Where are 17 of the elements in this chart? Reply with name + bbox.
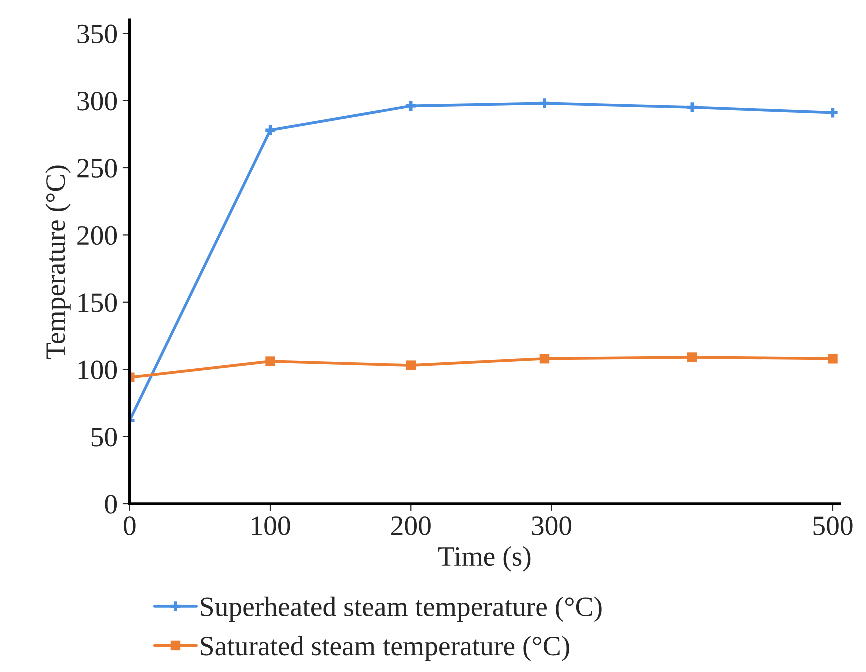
y-tick-label: 350 [78, 24, 118, 44]
x-tick-label: 100 [252, 516, 290, 536]
y-tick-label: 100 [78, 360, 118, 380]
legend-label: Saturated steam temperature (°C) [201, 636, 570, 662]
x-axis-title: Time (s) [438, 546, 531, 572]
y-tick-label: 200 [78, 226, 118, 246]
y-tick-label: 0 [105, 495, 118, 514]
y-tick-label: 300 [78, 92, 118, 111]
legend-label: Superheated steam temperature (°C) [201, 596, 602, 622]
y-tick-label: 50 [92, 428, 118, 447]
x-tick-label: 200 [392, 516, 431, 536]
y-axis-title: Temperature (°C) [46, 166, 71, 360]
x-tick-label: 0 [124, 516, 136, 536]
x-tick-label: 300 [532, 516, 572, 536]
x-tick-label: 500 [814, 516, 853, 536]
y-tick-label: 150 [78, 294, 118, 312]
y-tick-label: 250 [78, 159, 118, 178]
